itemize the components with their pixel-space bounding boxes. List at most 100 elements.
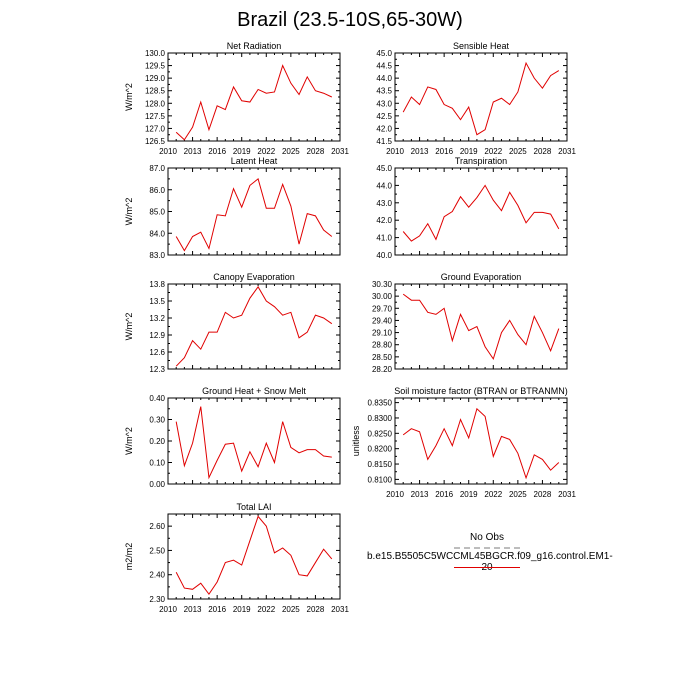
- y-tick-label: 30.30: [372, 280, 393, 289]
- y-tick-label: 30.00: [372, 292, 393, 301]
- x-tick-label: 2028: [534, 490, 552, 499]
- y-tick-label: 13.8: [149, 280, 165, 289]
- x-tick-label: 2022: [484, 147, 502, 156]
- chart-panel: Transpiration 40.0 41.0 42.0 43.0 44.0 45.0: [376, 156, 568, 260]
- y-tick-label: 129.0: [145, 74, 166, 83]
- y-tick-label: 44.0: [376, 74, 392, 83]
- y-tick-label: 0.10: [149, 459, 165, 468]
- legend-obs-line: [454, 547, 520, 549]
- panel-title: Total LAI: [236, 502, 271, 512]
- y-axis-label: W/m^2: [124, 198, 134, 226]
- y-tick-label: 83.0: [149, 251, 165, 260]
- y-tick-label: 130.0: [145, 49, 166, 58]
- x-tick-label: 2013: [184, 605, 202, 614]
- y-tick-label: 2.60: [149, 522, 165, 531]
- x-tick-label: 2022: [257, 605, 275, 614]
- plot-frame: [167, 397, 341, 485]
- chart-panel: Latent Heat W/m^2 83.0 84.0 85.0 86.0 87.0: [124, 156, 341, 260]
- x-tick-label: 2010: [386, 147, 404, 156]
- y-tick-label: 87.0: [149, 164, 165, 173]
- panel-title: Ground Evaporation: [441, 272, 522, 282]
- y-axis-label: W/m^2: [124, 313, 134, 341]
- panel-title: Canopy Evaporation: [213, 272, 295, 282]
- x-tick-label: 2016: [435, 147, 453, 156]
- y-tick-label: 43.0: [376, 199, 392, 208]
- x-tick-label: 2031: [331, 147, 349, 156]
- panel-title: Sensible Heat: [453, 41, 510, 51]
- y-axis-label: m2/m2: [124, 543, 134, 571]
- series-line: [175, 64, 333, 141]
- plot-frame: [167, 283, 341, 370]
- x-tick-label: 2013: [411, 147, 429, 156]
- y-tick-label: 0.8350: [368, 399, 393, 408]
- y-tick-label: 127.0: [145, 124, 166, 133]
- series-line: [402, 61, 560, 136]
- series-line: [175, 285, 333, 367]
- y-tick-label: 42.0: [376, 216, 392, 225]
- plot-frame: [167, 513, 341, 600]
- plot-frame: [394, 397, 568, 485]
- y-axis-label: unitless: [351, 425, 361, 456]
- panel-title: Soil moisture factor (BTRAN or BTRANMN): [394, 386, 568, 396]
- legend: No Obs b.e15.B5505C5WCCML45BGCR.f09_g16.…: [367, 527, 613, 575]
- panel-title: Ground Heat + Snow Melt: [202, 386, 306, 396]
- x-tick-label: 2019: [460, 147, 478, 156]
- series-line: [175, 178, 333, 252]
- chart-panel: Ground Heat + Snow Melt W/m^2 0.00 0.10 0.20…: [124, 386, 341, 489]
- y-axis-label: W/m^2: [124, 83, 134, 111]
- series-line: [402, 293, 560, 361]
- series-line: [175, 406, 332, 480]
- x-tick-label: 2028: [307, 147, 325, 156]
- y-tick-label: 0.8200: [368, 445, 393, 454]
- x-tick-label: 2028: [534, 147, 552, 156]
- x-tick-label: 2031: [331, 605, 349, 614]
- panel-title: Latent Heat: [231, 156, 278, 166]
- y-tick-label: 85.0: [149, 208, 165, 217]
- y-tick-label: 29.40: [372, 316, 393, 325]
- x-tick-label: 2019: [233, 605, 251, 614]
- x-tick-label: 2025: [282, 147, 300, 156]
- y-tick-label: 0.30: [149, 416, 165, 425]
- legend-series-label: b.e15.B5505C5WCCML45BGCR.f09_g16.control…: [367, 551, 613, 573]
- chart-panel: Total LAI m2/m2 2.30 2.40 2.50 2.60 2010 2013 20…: [124, 502, 349, 614]
- y-tick-label: 0.8250: [368, 429, 393, 438]
- y-tick-label: 127.5: [145, 112, 166, 121]
- y-tick-label: 86.0: [149, 186, 165, 195]
- y-tick-label: 0.8300: [368, 414, 393, 423]
- y-tick-label: 128.5: [145, 87, 166, 96]
- y-tick-label: 28.20: [372, 365, 393, 374]
- x-tick-label: 2031: [558, 490, 576, 499]
- y-tick-label: 41.0: [376, 234, 392, 243]
- x-tick-label: 2025: [509, 147, 527, 156]
- x-tick-label: 2025: [282, 605, 300, 614]
- y-tick-label: 29.70: [372, 304, 393, 313]
- y-tick-label: 12.6: [149, 348, 165, 357]
- x-tick-label: 2010: [159, 605, 177, 614]
- y-tick-label: 43.0: [376, 99, 392, 108]
- chart-panel: Net Radiation W/m^2 126.5 127.0 127.5 128.0 12…: [124, 41, 349, 156]
- x-tick-label: 2016: [435, 490, 453, 499]
- y-tick-label: 13.5: [149, 297, 165, 306]
- y-tick-label: 84.0: [149, 229, 165, 238]
- x-tick-label: 2013: [184, 147, 202, 156]
- y-tick-label: 43.5: [376, 87, 392, 96]
- y-tick-label: 12.9: [149, 331, 165, 340]
- y-tick-label: 2.30: [149, 595, 165, 604]
- plot-frame: [394, 167, 568, 256]
- y-tick-label: 28.50: [372, 353, 393, 362]
- y-tick-label: 45.0: [376, 49, 392, 58]
- y-tick-label: 42.0: [376, 124, 392, 133]
- y-tick-label: 2.50: [149, 546, 165, 555]
- chart-panel: Canopy Evaporation W/m^2 12.3 12.6 12.9 13.2 1…: [124, 272, 341, 374]
- chart-panel: Ground Evaporation 28.20 28.50 28.80 29.10 29…: [372, 272, 568, 374]
- y-tick-label: 44.5: [376, 62, 392, 71]
- x-tick-label: 2022: [257, 147, 275, 156]
- y-tick-label: 44.0: [376, 181, 392, 190]
- y-tick-label: 13.2: [149, 314, 165, 323]
- x-tick-label: 2019: [233, 147, 251, 156]
- x-tick-label: 2010: [386, 490, 404, 499]
- legend-series-line: [454, 567, 520, 568]
- y-axis-label: W/m^2: [124, 427, 134, 455]
- y-tick-label: 0.20: [149, 437, 165, 446]
